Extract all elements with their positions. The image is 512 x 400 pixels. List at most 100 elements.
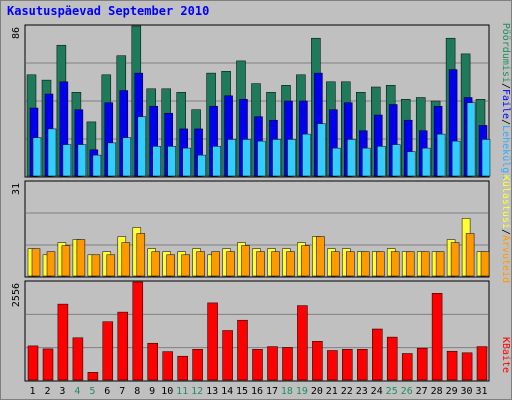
x-label-day-5: 5: [89, 386, 95, 397]
bar-lehekülgi-day-8: [137, 116, 147, 177]
chart-title: Kasutuspäevad September 2010: [7, 4, 210, 18]
bar-kbaite-day-9: [147, 342, 158, 381]
x-label-day-23: 23: [356, 386, 368, 397]
x-label-day-18: 18: [281, 386, 293, 397]
x-label-day-7: 7: [119, 386, 125, 397]
x-label-day-25: 25: [386, 386, 398, 397]
legend-item-lehekülgi: Lehekülgi: [500, 125, 511, 179]
x-label-day-13: 13: [206, 386, 218, 397]
x-label-day-15: 15: [236, 386, 248, 397]
x-label-day-29: 29: [446, 386, 458, 397]
x-label-day-6: 6: [104, 386, 110, 397]
bar-kbaite-day-18: [282, 347, 293, 381]
bar-lehekülgi-day-12: [197, 154, 206, 177]
bar-kbaite-day-21: [327, 350, 338, 381]
bar-arvuteid-day-30: [465, 233, 475, 277]
bar-lehekülgi-day-23: [362, 147, 371, 177]
x-label-day-16: 16: [251, 386, 263, 397]
x-label-day-1: 1: [29, 386, 35, 397]
bar-kbaite-day-14: [222, 330, 233, 381]
bar-kbaite-day-28: [431, 293, 443, 381]
x-label-day-27: 27: [416, 386, 428, 397]
x-label-day-28: 28: [431, 386, 443, 397]
bar-kbaite-day-24: [372, 328, 383, 381]
bar-lehekülgi-day-30: [466, 102, 476, 177]
bar-arvuteid-day-26: [405, 251, 415, 277]
bar-kbaite-day-2: [42, 348, 54, 381]
bar-kbaite-day-1: [27, 345, 39, 381]
bar-lehekülgi-day-1: [32, 137, 42, 177]
bar-kbaite-day-16: [252, 349, 263, 381]
bar-kbaite-day-6: [102, 321, 114, 381]
bar-kbaite-day-31: [476, 346, 488, 381]
x-label-day-12: 12: [191, 386, 203, 397]
bar-kbaite-day-8: [132, 281, 144, 381]
bar-arvuteid-day-6: [106, 254, 116, 277]
bar-arvuteid-day-11: [181, 254, 190, 277]
bar-lehekülgi-day-4: [77, 144, 87, 177]
bar-arvuteid-day-9: [151, 251, 160, 277]
bar-lehekülgi-day-31: [481, 139, 491, 177]
bar-arvuteid-day-19: [301, 245, 310, 277]
bar-lehekülgi-day-7: [122, 137, 132, 177]
x-label-day-19: 19: [296, 386, 308, 397]
y-max-label-bottom: 2556: [11, 283, 22, 307]
bar-kbaite-day-4: [72, 337, 84, 381]
bar-arvuteid-day-23: [361, 251, 370, 277]
bar-lehekülgi-day-29: [451, 140, 461, 177]
x-label-day-11: 11: [176, 386, 188, 397]
bar-lehekülgi-day-9: [152, 146, 161, 177]
panel-frame-3: [24, 280, 490, 382]
bar-kbaite-day-17: [267, 346, 278, 381]
legend-item-külastusi: Külastusi: [500, 175, 511, 229]
bar-lehekülgi-day-10: [167, 146, 176, 177]
bar-arvuteid-day-7: [121, 242, 131, 277]
bar-arvuteid-day-28: [435, 251, 445, 277]
legend-item-kbaite: KBaite: [500, 337, 511, 373]
bar-arvuteid-day-8: [136, 233, 146, 277]
x-label-day-9: 9: [149, 386, 155, 397]
bar-lehekülgi-day-3: [62, 144, 72, 177]
panel-frame-1: [24, 24, 490, 178]
bar-lehekülgi-day-19: [302, 133, 311, 177]
x-label-day-10: 10: [161, 386, 173, 397]
bar-kbaite-day-23: [357, 349, 368, 381]
bar-kbaite-day-10: [162, 351, 173, 381]
bar-kbaite-day-20: [312, 341, 323, 381]
legend-separator: /: [500, 119, 511, 125]
bar-arvuteid-day-29: [450, 242, 460, 277]
bar-arvuteid-day-24: [376, 251, 385, 277]
bar-lehekülgi-day-28: [436, 133, 446, 177]
bar-lehekülgi-day-11: [182, 147, 191, 177]
bar-lehekülgi-day-21: [332, 147, 341, 177]
legend-bottom: KBaite: [500, 337, 511, 373]
legend-item-arvuteid: Arvuteid: [500, 235, 511, 283]
bar-arvuteid-day-12: [196, 251, 205, 277]
bar-kbaite-day-30: [461, 352, 473, 381]
x-label-day-4: 4: [74, 386, 80, 397]
bar-lehekülgi-day-16: [257, 140, 266, 177]
bar-kbaite-day-25: [386, 336, 398, 381]
bar-lehekülgi-day-22: [347, 139, 356, 177]
bar-kbaite-day-11: [177, 355, 188, 381]
bar-arvuteid-day-14: [226, 251, 235, 277]
legend-separator: /: [500, 83, 511, 89]
x-label-day-14: 14: [221, 386, 233, 397]
x-label-day-2: 2: [44, 386, 50, 397]
bar-arvuteid-day-17: [271, 251, 280, 277]
bar-arvuteid-day-1: [31, 248, 41, 277]
x-label-day-17: 17: [266, 386, 278, 397]
bar-kbaite-day-26: [401, 353, 413, 381]
bar-kbaite-day-29: [446, 350, 458, 381]
bar-arvuteid-day-25: [390, 251, 400, 277]
x-label-day-8: 8: [134, 386, 140, 397]
bar-kbaite-day-19: [297, 305, 308, 381]
bar-kbaite-day-12: [192, 349, 203, 381]
bar-arvuteid-day-15: [241, 245, 250, 277]
bar-kbaite-day-15: [237, 319, 248, 381]
bar-lehekülgi-day-24: [377, 146, 386, 177]
x-label-day-20: 20: [311, 386, 323, 397]
legend-item-faile: Faile: [500, 89, 511, 119]
